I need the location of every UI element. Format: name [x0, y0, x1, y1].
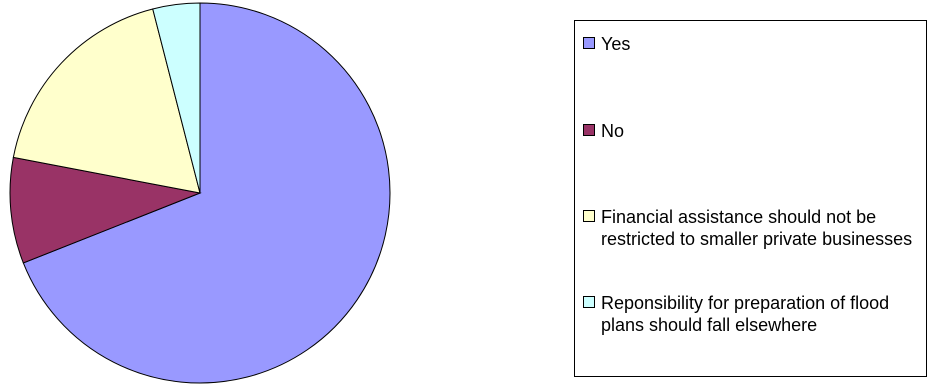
legend-label-financial-assistance: Financial assistance should not be restr… — [601, 207, 913, 249]
legend-swatch-responsibility — [583, 296, 595, 308]
legend-label-no: No — [601, 121, 625, 141]
legend-swatch-yes — [583, 37, 595, 49]
legend-label-yes: Yes — [601, 34, 631, 54]
legend-item-financial-assistance: Financial assistance should not be restr… — [583, 206, 921, 250]
legend-item-no: No — [583, 120, 921, 142]
pie-slice-responsibility — [152, 2, 201, 194]
legend: Yes No Financial assistance should not b… — [574, 20, 927, 377]
legend-label-responsibility: Reponsibility for preparation of flood p… — [601, 293, 890, 335]
pie-slice-yes — [22, 2, 391, 384]
legend-item-yes: Yes — [583, 33, 921, 55]
legend-swatch-financial-assistance — [583, 210, 595, 222]
pie-slice-financial-assistance — [12, 8, 201, 194]
legend-swatch-no — [583, 124, 595, 136]
legend-item-responsibility: Reponsibility for preparation of flood p… — [583, 292, 921, 336]
pie-slice-no — [9, 156, 202, 264]
